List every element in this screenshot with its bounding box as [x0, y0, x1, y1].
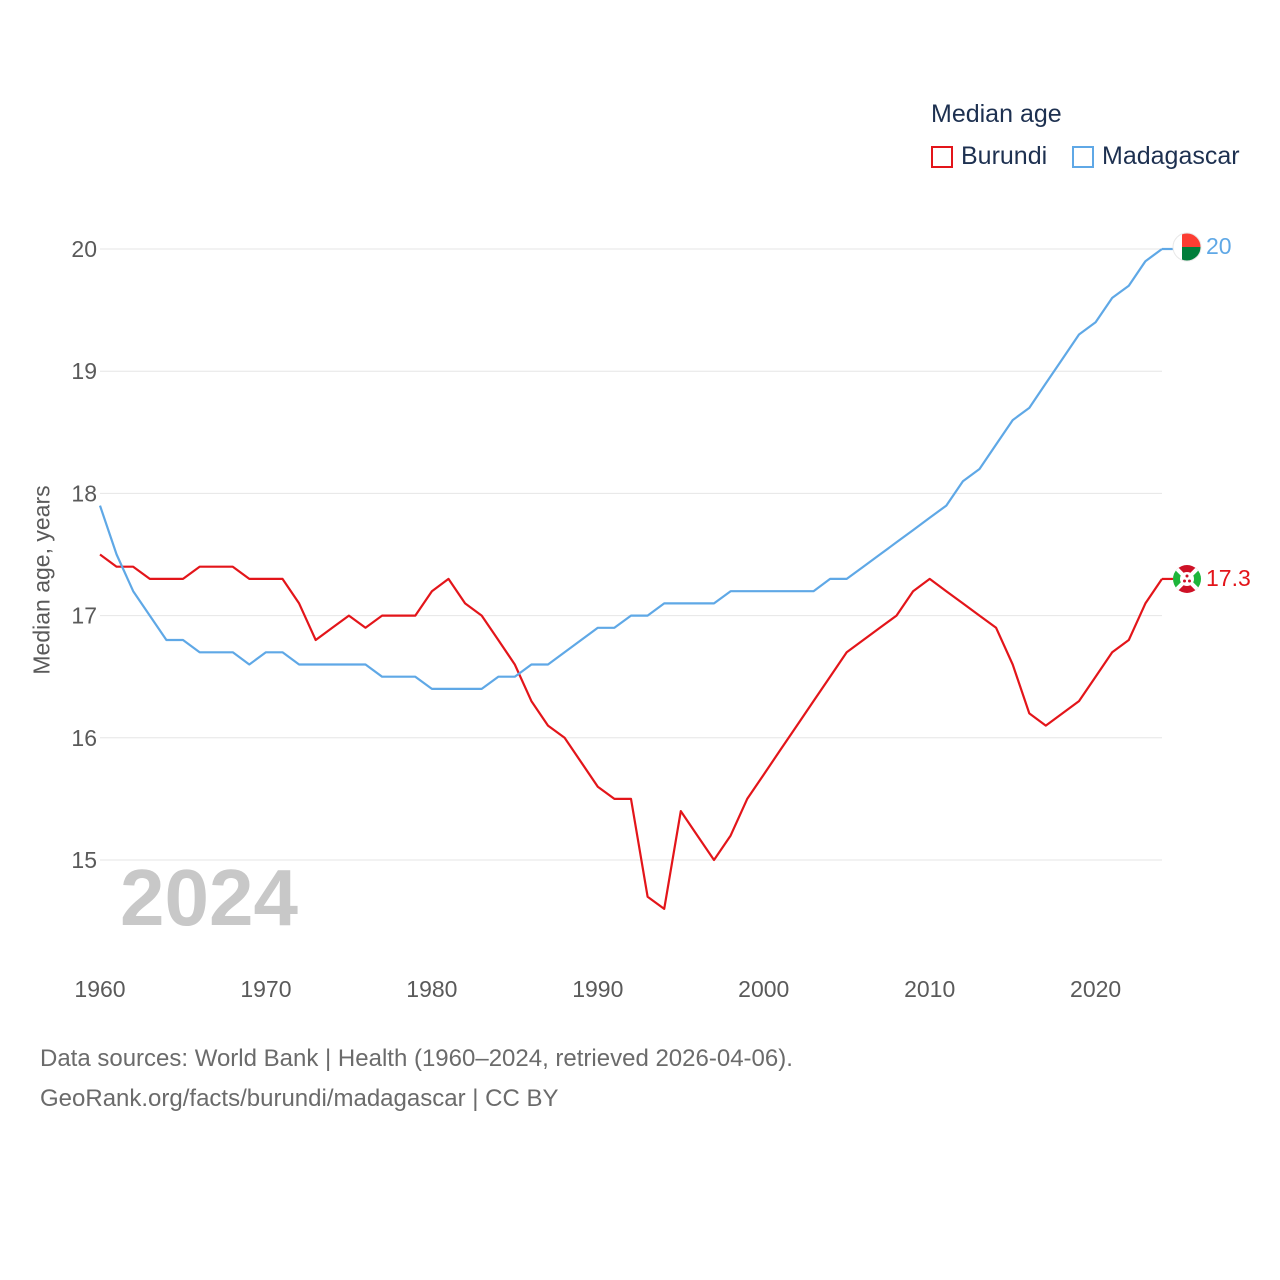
x-tick-label-1960: 1960: [74, 976, 125, 1002]
y-tick-label-16: 16: [71, 725, 97, 751]
y-tick-label-15: 15: [71, 847, 97, 873]
legend-item-burundi[interactable]: Burundi: [931, 142, 1047, 171]
legend-item-madagascar[interactable]: Madagascar: [1072, 142, 1240, 171]
data-sources-note: Data sources: World Bank | Health (1960–…: [40, 1045, 793, 1072]
x-tick-label-1990: 1990: [572, 976, 623, 1002]
series-line-madagascar[interactable]: [98, 248, 1163, 691]
x-tick-label-2000: 2000: [738, 976, 789, 1002]
x-tick-label-2010: 2010: [904, 976, 955, 1002]
madagascar-flag-icon: [1172, 232, 1202, 262]
y-tick-label-20: 20: [71, 236, 97, 262]
y-tick-label-19: 19: [71, 358, 97, 384]
legend-title: Median age: [931, 100, 1062, 128]
y-tick-label-18: 18: [71, 480, 97, 506]
madagascar-end-label: 20: [1206, 233, 1232, 259]
x-tick-label-1980: 1980: [406, 976, 457, 1002]
x-tick-label-1970: 1970: [240, 976, 291, 1002]
series-line-burundi[interactable]: [99, 553, 1163, 911]
x-axis-ticks: 1960 1970 1980 1990 2000 2010 2020: [74, 976, 1121, 1002]
end-labels: 20 17.3: [1172, 232, 1251, 593]
x-tick-label-2020: 2020: [1070, 976, 1121, 1002]
year-watermark: 2024: [120, 853, 298, 942]
attribution-link[interactable]: GeoRank.org/facts/burundi/madagascar | C…: [40, 1085, 559, 1112]
series-lines: [98, 247, 1173, 911]
y-axis-ticks: 15 16 17 18 19 20: [71, 236, 97, 873]
madagascar-swatch: [1072, 145, 1094, 168]
burundi-flag-icon: [1173, 565, 1201, 593]
burundi-swatch: [931, 145, 953, 168]
burundi-end-label: 17.3: [1206, 565, 1251, 591]
y-axis-label: Median age, years: [28, 485, 55, 675]
legend-label-madagascar: Madagascar: [1102, 142, 1240, 170]
gridlines: [100, 248, 1162, 861]
legend-label-burundi: Burundi: [961, 142, 1048, 170]
y-tick-label-17: 17: [71, 603, 97, 629]
